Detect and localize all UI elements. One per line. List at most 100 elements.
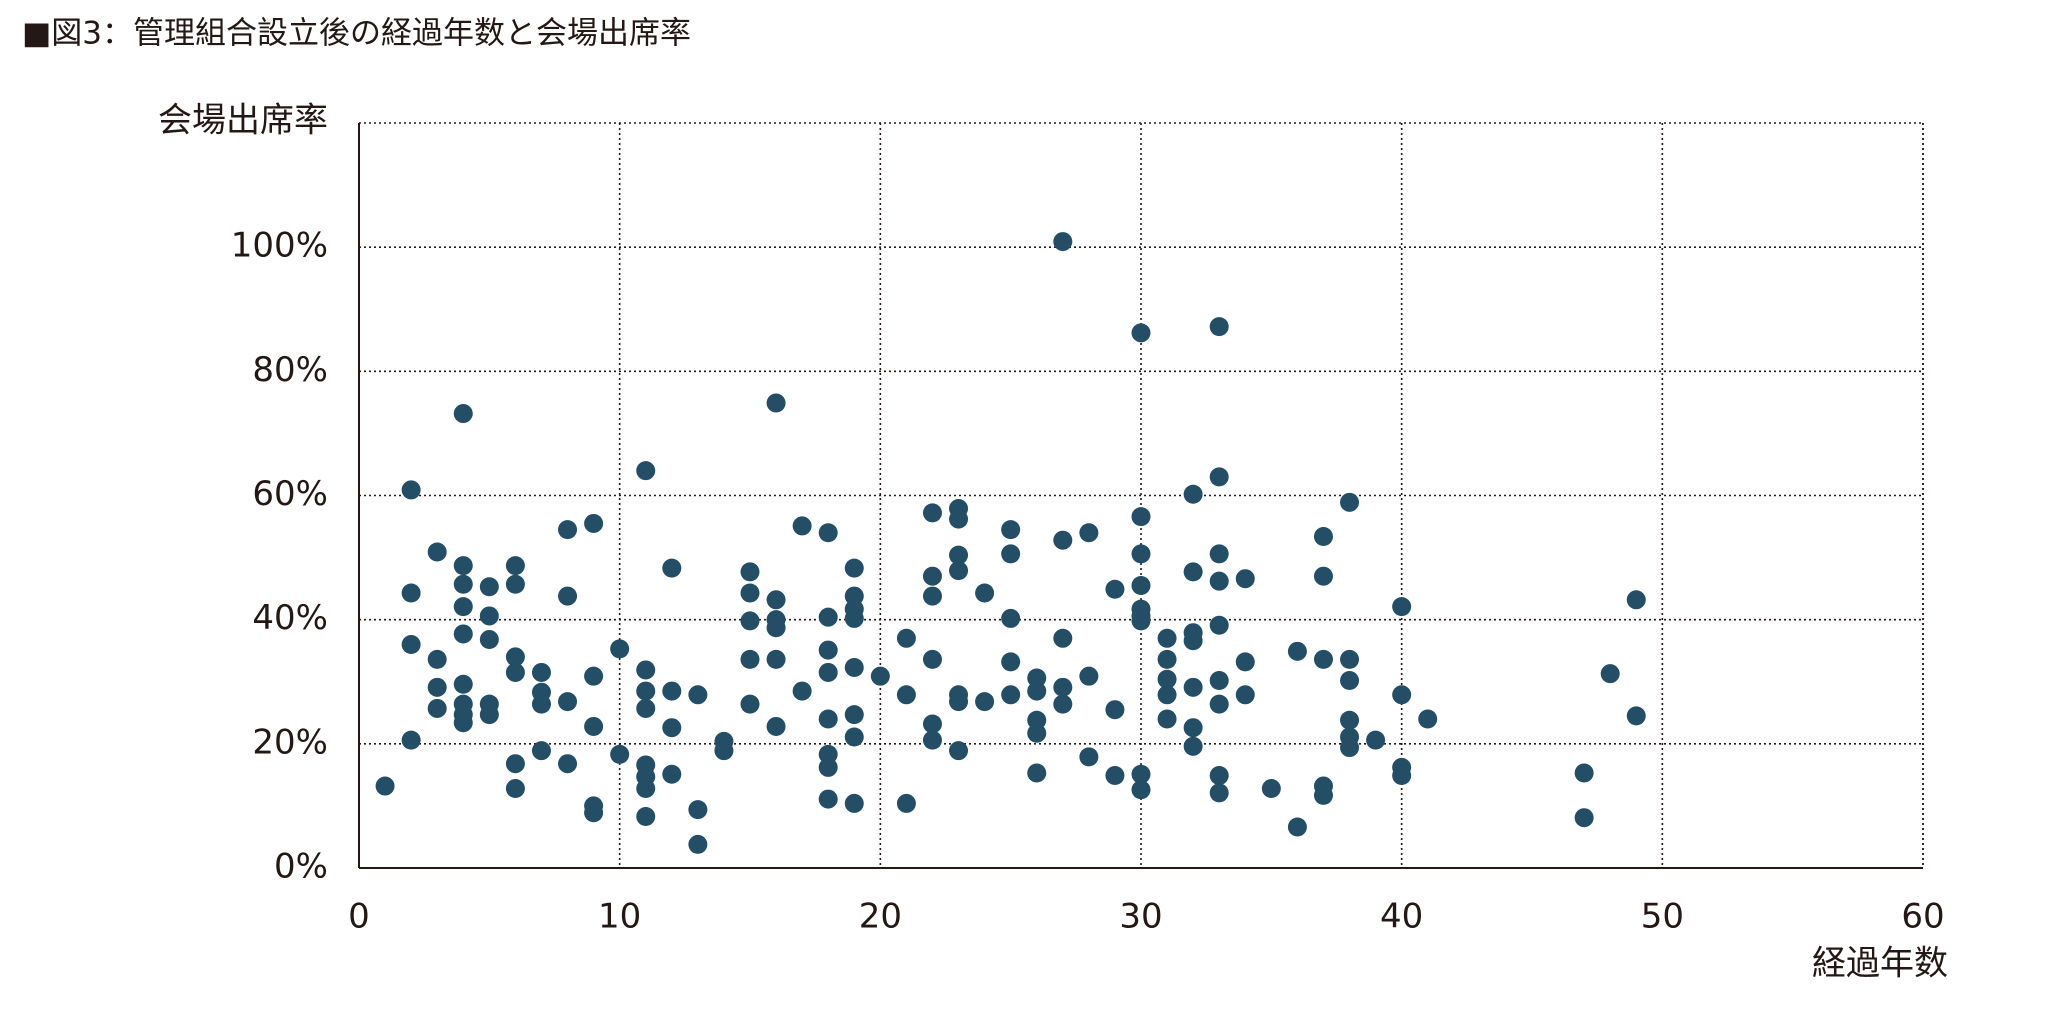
data-point xyxy=(558,754,578,774)
x-tick-label: 30 xyxy=(1119,897,1162,937)
data-point xyxy=(1105,765,1125,785)
data-point xyxy=(1027,681,1047,701)
data-point xyxy=(1183,677,1203,697)
data-point xyxy=(1209,571,1229,591)
data-point xyxy=(558,520,578,540)
data-point xyxy=(453,404,473,424)
data-point xyxy=(662,764,682,784)
data-point xyxy=(1366,730,1386,750)
data-point xyxy=(636,698,656,718)
data-point xyxy=(740,562,760,582)
data-point xyxy=(1209,317,1229,337)
data-point xyxy=(1392,765,1412,785)
y-tick-label: 60% xyxy=(252,474,328,514)
x-tick-label: 0 xyxy=(348,897,370,937)
data-point xyxy=(1340,710,1360,730)
data-point xyxy=(427,649,447,669)
data-point xyxy=(1053,628,1073,648)
data-point xyxy=(922,649,942,669)
chart-title: ■図3：管理組合設立後の経過年数と会場出席率 xyxy=(22,16,691,52)
y-tick-label: 100% xyxy=(231,226,328,266)
y-axis-label: 会場出席率 xyxy=(158,101,328,141)
data-point xyxy=(453,713,473,733)
y-tick-label: 20% xyxy=(252,722,328,762)
data-point xyxy=(975,692,995,712)
data-point xyxy=(1235,652,1255,672)
data-point xyxy=(818,789,838,809)
data-point xyxy=(844,793,864,813)
data-point xyxy=(1626,590,1646,610)
data-point xyxy=(688,800,708,820)
data-point xyxy=(1313,649,1333,669)
data-point xyxy=(662,718,682,738)
data-point xyxy=(1157,685,1177,705)
data-point xyxy=(1157,628,1177,648)
data-point xyxy=(818,757,838,777)
x-tick-label: 10 xyxy=(598,897,641,937)
data-point xyxy=(401,583,421,603)
data-point xyxy=(1131,323,1151,343)
data-point xyxy=(844,558,864,578)
data-point xyxy=(896,793,916,813)
data-point xyxy=(427,677,447,697)
data-point xyxy=(479,606,499,626)
data-point xyxy=(1209,694,1229,714)
data-point xyxy=(1053,677,1073,697)
data-point xyxy=(505,754,525,774)
data-point xyxy=(1001,520,1021,540)
data-point xyxy=(1001,544,1021,564)
data-point xyxy=(401,480,421,500)
data-point xyxy=(636,681,656,701)
data-point xyxy=(584,803,604,823)
data-point xyxy=(1235,685,1255,705)
data-point xyxy=(844,727,864,747)
data-point xyxy=(1027,763,1047,783)
y-tick-label: 40% xyxy=(252,598,328,638)
data-point xyxy=(740,694,760,714)
data-point xyxy=(1131,544,1151,564)
data-point xyxy=(922,586,942,606)
data-point xyxy=(427,698,447,718)
data-point xyxy=(584,716,604,736)
data-point xyxy=(427,542,447,562)
data-point xyxy=(401,635,421,654)
data-point xyxy=(766,618,786,638)
data-point xyxy=(922,714,942,734)
x-tick-label: 60 xyxy=(1901,897,1944,937)
data-point xyxy=(1340,738,1360,758)
data-point xyxy=(922,730,942,750)
y-tick-label: 0% xyxy=(274,847,328,887)
data-point xyxy=(558,586,578,606)
data-point xyxy=(818,744,838,764)
data-point xyxy=(505,647,525,667)
data-point xyxy=(479,577,499,597)
data-point xyxy=(949,692,969,712)
data-point xyxy=(1053,232,1073,252)
data-point xyxy=(792,516,812,536)
data-point xyxy=(1053,694,1073,714)
data-point xyxy=(740,611,760,631)
data-point xyxy=(1313,526,1333,546)
data-point xyxy=(1001,608,1021,628)
data-point xyxy=(896,685,916,705)
data-point xyxy=(1261,779,1281,799)
data-point xyxy=(505,662,525,682)
data-point xyxy=(453,674,473,694)
data-point xyxy=(1209,765,1229,785)
data-point xyxy=(949,545,969,565)
data-point xyxy=(949,561,969,581)
data-point xyxy=(1209,467,1229,487)
data-point xyxy=(1392,685,1412,705)
data-point xyxy=(453,574,473,594)
data-point xyxy=(1079,666,1099,686)
data-point xyxy=(531,741,551,761)
data-point xyxy=(844,586,864,606)
data-point xyxy=(1574,808,1594,828)
data-point xyxy=(766,649,786,669)
data-point xyxy=(1209,783,1229,803)
data-point xyxy=(375,776,395,796)
data-point xyxy=(844,705,864,725)
data-point xyxy=(688,685,708,705)
data-point xyxy=(1131,764,1151,784)
data-point xyxy=(818,709,838,729)
